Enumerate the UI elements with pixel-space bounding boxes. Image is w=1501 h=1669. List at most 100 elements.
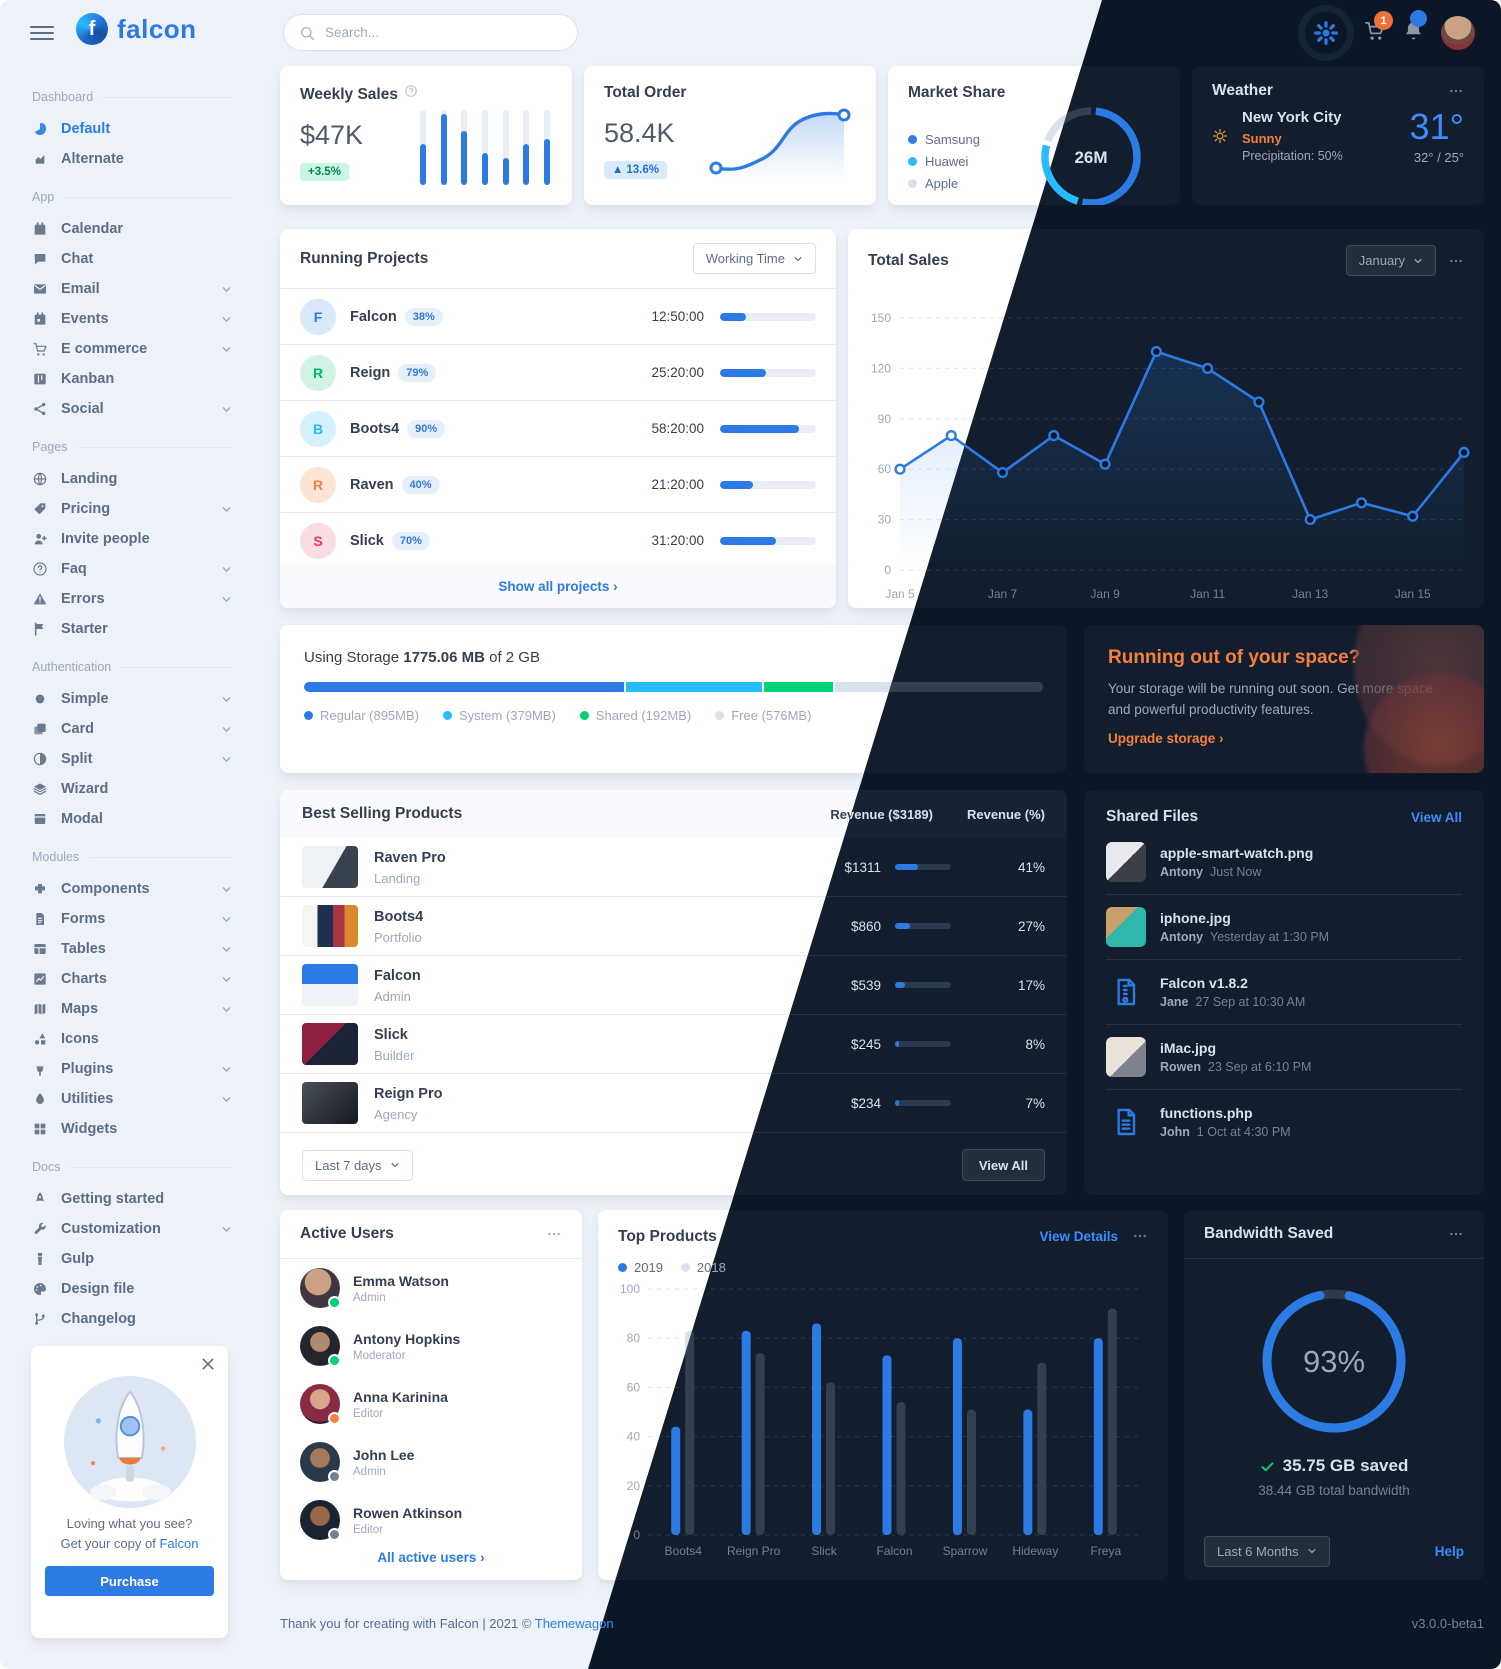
project-row[interactable]: R Raven 40% 21:20:00	[280, 457, 836, 513]
sidebar-item-forms[interactable]: Forms	[32, 904, 232, 934]
sidebar-item-landing[interactable]: Landing	[32, 464, 232, 494]
card-menu-icon[interactable]	[1448, 1226, 1464, 1242]
svg-text:Jan 5: Jan 5	[885, 587, 915, 601]
last-7-days-dropdown[interactable]: Last 7 days	[302, 1149, 413, 1181]
sidebar-item-errors[interactable]: Errors	[32, 584, 232, 614]
file-icon	[32, 911, 48, 927]
total-order-sparkline	[704, 106, 862, 189]
sidebar-item-simple[interactable]: Simple	[32, 684, 232, 714]
card-menu-icon[interactable]	[1132, 1228, 1148, 1244]
user-avatar[interactable]	[1441, 16, 1475, 50]
sidebar-item-alternate[interactable]: Alternate	[32, 144, 232, 174]
sidebar-item-chat[interactable]: Chat	[32, 244, 232, 274]
sidebar-item-charts[interactable]: Charts	[32, 964, 232, 994]
cart-button[interactable]: 1	[1363, 11, 1393, 47]
working-time-dropdown[interactable]: Working Time	[692, 243, 816, 274]
sidebar-item-faq[interactable]: Faq	[32, 554, 232, 584]
view-all-button[interactable]: View All	[961, 1149, 1045, 1181]
last-6-months-dropdown[interactable]: Last 6 Months	[1204, 1535, 1330, 1567]
chevron-down-icon	[221, 724, 232, 735]
active-user-row[interactable]: John Lee Admin	[280, 1433, 582, 1491]
themewagon-link[interactable]: Themewagon	[534, 1616, 614, 1631]
month-dropdown[interactable]: January	[1345, 245, 1436, 276]
sidebar-item-plugins[interactable]: Plugins	[32, 1054, 232, 1084]
shared-file-row[interactable]: apple-smart-watch.png Antony Just Now	[1106, 830, 1462, 895]
sidebar-item-social[interactable]: Social	[32, 394, 232, 424]
sidebar-item-invite-people[interactable]: Invite people	[32, 524, 232, 554]
active-user-row[interactable]: Antony Hopkins Moderator	[280, 1317, 582, 1375]
legend-item[interactable]: 2019	[618, 1260, 663, 1275]
shared-file-row[interactable]: iphone.jpg Antony Yesterday at 1:30 PM	[1106, 895, 1462, 960]
sidebar-item-modal[interactable]: Modal	[32, 804, 232, 834]
shared-file-row[interactable]: Falcon v1.8.2 Jane 27 Sep at 10:30 AM	[1106, 960, 1462, 1025]
sidebar-item-events[interactable]: Events	[32, 304, 232, 334]
help-icon[interactable]	[404, 84, 418, 98]
sidebar-item-customization[interactable]: Customization	[32, 1214, 232, 1244]
logo[interactable]: f falcon	[76, 13, 197, 45]
help-link[interactable]: Help	[1434, 1543, 1464, 1559]
sidebar-item-default[interactable]: Default	[32, 114, 232, 144]
project-time: 25:20:00	[651, 365, 704, 380]
notifications-button[interactable]	[1402, 10, 1427, 47]
active-user-row[interactable]: Emma Watson Admin	[280, 1259, 582, 1317]
all-active-users-link[interactable]: All active users ›	[377, 1549, 485, 1565]
project-row[interactable]: R Reign 79% 25:20:00	[280, 345, 836, 401]
falcon-link[interactable]: Falcon	[159, 1536, 199, 1552]
project-row[interactable]: S Slick 70% 31:20:00	[280, 513, 836, 569]
shared-file-row[interactable]: functions.php John 1 Oct at 4:30 PM	[1106, 1090, 1462, 1154]
sidebar-item-e-commerce[interactable]: E commerce	[32, 334, 232, 364]
sidebar-item-maps[interactable]: Maps	[32, 994, 232, 1024]
card-menu-icon[interactable]	[1448, 83, 1464, 99]
shared-file-row[interactable]: iMac.jpg Rowen 23 Sep at 6:10 PM	[1106, 1025, 1462, 1090]
product-category: Builder	[374, 1047, 415, 1063]
sidebar-item-email[interactable]: Email	[32, 274, 232, 304]
sidebar-item-calendar[interactable]: Calendar	[32, 214, 232, 244]
sidebar-item-card[interactable]: Card	[32, 714, 232, 744]
sidebar-item-starter[interactable]: Starter	[32, 614, 232, 644]
sidebar-item-getting-started[interactable]: Getting started	[32, 1184, 232, 1214]
sidebar-item-split[interactable]: Split	[32, 744, 232, 774]
sidebar-item-gulp[interactable]: Gulp	[32, 1244, 232, 1274]
sidebar-item-wizard[interactable]: Wizard	[32, 774, 232, 804]
search-input[interactable]	[323, 24, 562, 41]
promo-text: Loving what you see? Get your copy of Fa…	[60, 1516, 199, 1552]
project-time: 21:20:00	[651, 477, 704, 492]
search-box[interactable]	[283, 14, 578, 51]
sidebar-item-tables[interactable]: Tables	[32, 934, 232, 964]
active-user-row[interactable]: Anna Karinina Editor	[280, 1375, 582, 1433]
project-name: Raven	[350, 476, 394, 493]
view-details-link[interactable]: View Details	[1039, 1228, 1118, 1244]
product-thumbnail	[302, 905, 358, 947]
sidebar-item-pricing[interactable]: Pricing	[32, 494, 232, 524]
project-row[interactable]: B Boots4 90% 58:20:00	[280, 401, 836, 457]
purchase-button[interactable]: Purchase	[45, 1566, 214, 1597]
card-menu-icon[interactable]	[1448, 253, 1464, 269]
sidebar-item-icons[interactable]: Icons	[32, 1024, 232, 1054]
project-row[interactable]: F Falcon 38% 12:50:00	[280, 289, 836, 345]
sidebar-item-components[interactable]: Components	[32, 874, 232, 904]
globe-icon	[32, 471, 48, 487]
card-title: Weather	[1212, 82, 1273, 99]
bandwidth-ring: 93%	[1184, 1277, 1484, 1450]
storage-legend: Regular (895MB) System (379MB) Shared (192…	[304, 708, 1043, 723]
active-user-row[interactable]: Rowen Atkinson Editor	[280, 1491, 582, 1549]
sidebar-item-widgets[interactable]: Widgets	[32, 1114, 232, 1144]
menu-toggle-button[interactable]	[30, 23, 54, 43]
file-name: iMac.jpg	[1160, 1040, 1217, 1056]
sidebar-item-utilities[interactable]: Utilities	[32, 1084, 232, 1114]
view-all-link[interactable]: View All	[1410, 809, 1462, 825]
show-all-projects-link[interactable]: Show all projects ›	[498, 578, 618, 594]
sidebar-item-kanban[interactable]: Kanban	[32, 364, 232, 394]
close-icon[interactable]	[200, 1356, 216, 1377]
settings-button[interactable]	[1305, 12, 1347, 54]
warning-icon	[32, 591, 48, 607]
card-menu-icon[interactable]	[546, 1226, 562, 1242]
sidebar-item-design-file[interactable]: Design file	[32, 1274, 232, 1304]
sidebar-item-changelog[interactable]: Changelog	[32, 1304, 232, 1334]
upgrade-storage-link[interactable]: Upgrade storage ›	[1108, 730, 1224, 746]
